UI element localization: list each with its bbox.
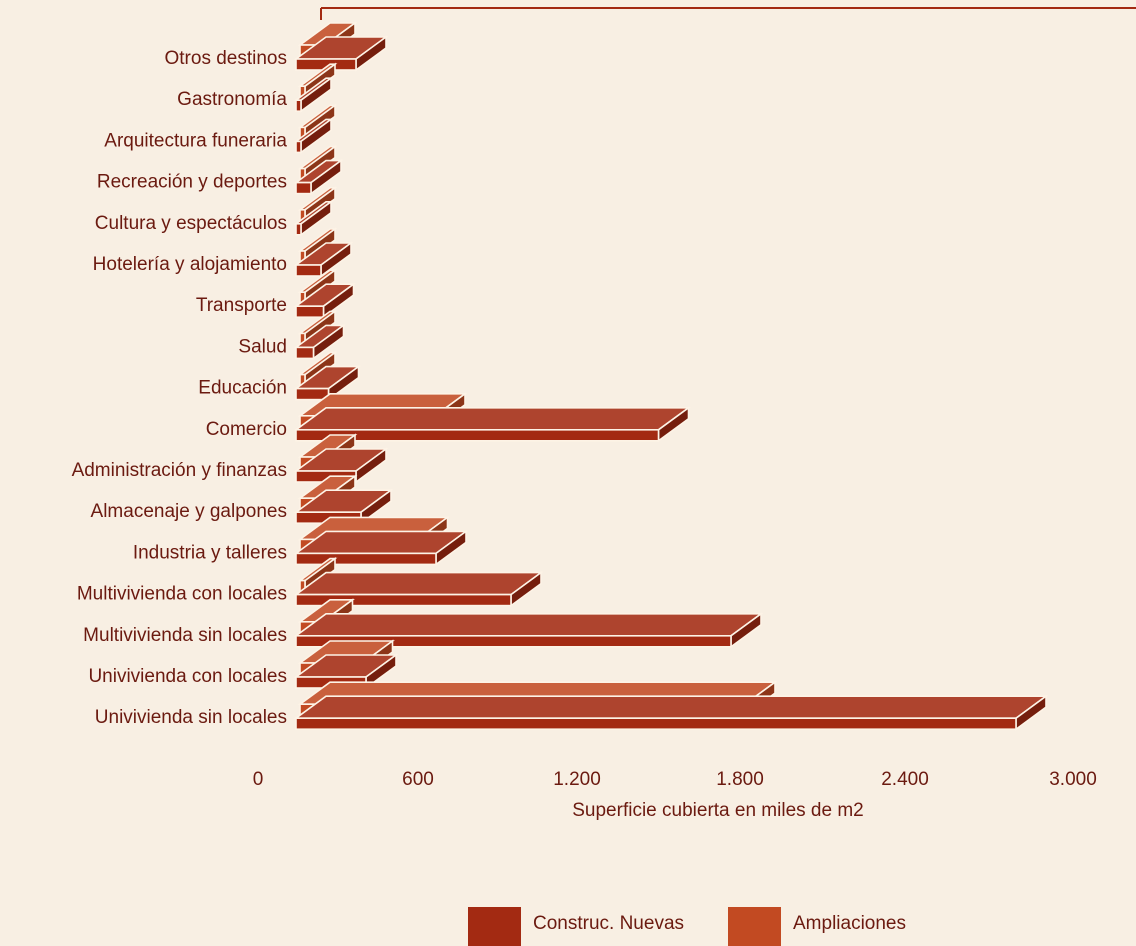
bar-construc-nuevas-industria-y-talleres (293, 529, 469, 566)
category-label-recreacion-y-deportes: Recreación y deportes (97, 172, 287, 193)
x-tick-label-3-000: 3.000 (1049, 769, 1097, 790)
legend-label-construc-nuevas: Construc. Nuevas (533, 913, 684, 934)
category-label-arquitectura-funeraria: Arquitectura funeraria (104, 130, 287, 151)
bar-construc-nuevas-transporte (293, 282, 356, 319)
category-label-gastronomia: Gastronomía (177, 89, 287, 110)
bar-construc-nuevas-comercio (293, 406, 691, 443)
legend-label-ampliaciones: Ampliaciones (793, 913, 906, 934)
x-tick-label-1-200: 1.200 (553, 769, 601, 790)
x-axis-title: Superficie cubierta en miles de m2 (572, 800, 863, 821)
category-label-comercio: Comercio (206, 419, 287, 440)
category-label-univivienda-con-locales: Univivienda con locales (88, 666, 287, 687)
legend-swatch-construc-nuevas (468, 907, 521, 946)
category-label-univivienda-sin-locales: Univivienda sin locales (95, 707, 287, 728)
x-tick-label-1-800: 1.800 (716, 769, 764, 790)
bar-construc-nuevas-multivivienda-sin-locales (293, 612, 764, 649)
category-label-administracion-y-finanzas: Administración y finanzas (72, 460, 287, 481)
bar-construc-nuevas-gastronomia (293, 76, 334, 113)
bar-construc-nuevas-hoteleria-y-alojamiento (293, 241, 354, 278)
legend: Construc. Nuevas Ampliaciones (468, 907, 906, 946)
bar-construc-nuevas-univivienda-sin-locales (293, 694, 1049, 731)
category-label-educacion: Educación (198, 378, 287, 399)
x-tick-label-0: 0 (253, 769, 264, 790)
bar-construc-nuevas-cultura-y-espectaculos (293, 200, 334, 237)
bar-construc-nuevas-multivivienda-con-locales (293, 571, 544, 608)
bar-construc-nuevas-recreacion-y-deportes (293, 159, 344, 196)
x-tick-label-2-400: 2.400 (881, 769, 929, 790)
category-label-salud: Salud (238, 336, 287, 357)
category-label-multivivienda-sin-locales: Multivivienda sin locales (83, 625, 287, 646)
category-labels: Otros destinos Gastronomía Arquitectura fu… (72, 48, 288, 728)
category-label-almacenaje-y-galpones: Almacenaje y galpones (91, 501, 287, 522)
bars-layer (293, 21, 1049, 731)
legend-swatch-ampliaciones (728, 907, 781, 946)
category-label-hoteleria-y-alojamiento: Hotelería y alojamiento (93, 254, 287, 275)
bar-construc-nuevas-salud (293, 323, 346, 360)
category-label-multivivienda-con-locales: Multivivienda con locales (77, 584, 287, 605)
category-label-cultura-y-espectaculos: Cultura y espectáculos (95, 213, 287, 234)
category-label-transporte: Transporte (196, 295, 287, 316)
x-tick-label-600: 600 (402, 769, 434, 790)
category-label-industria-y-talleres: Industria y talleres (133, 542, 287, 563)
bar-construc-nuevas-arquitectura-funeraria (293, 117, 334, 154)
x-axis-ticks: 0 600 1.200 1.800 2.400 3.000 (253, 769, 1097, 790)
category-label-otros-destinos: Otros destinos (165, 48, 288, 69)
